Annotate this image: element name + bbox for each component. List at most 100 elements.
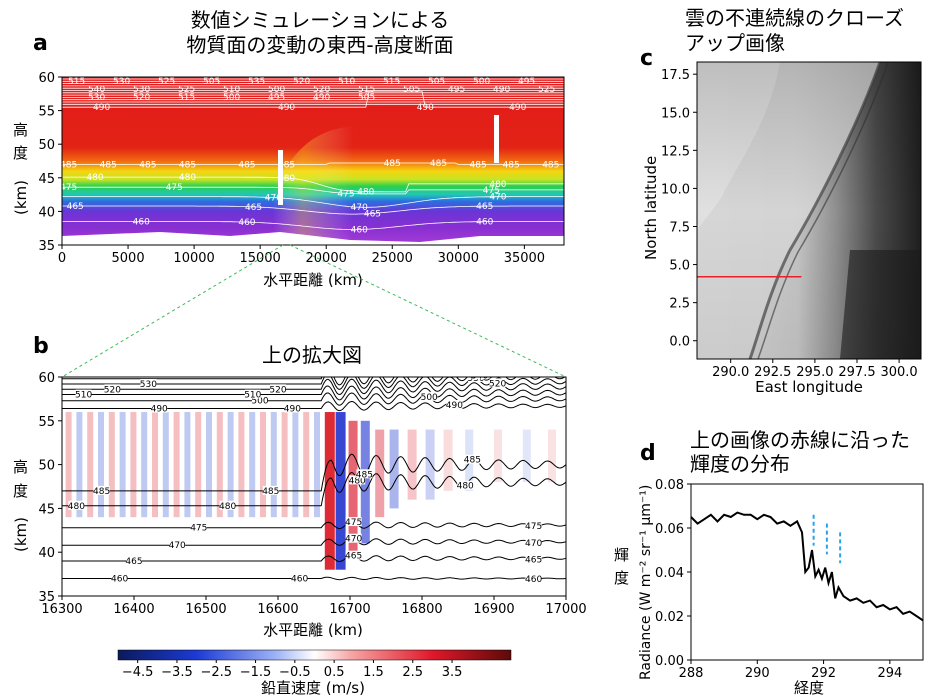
panel-a-contour-label: 485 (384, 159, 401, 169)
panel-b-wave-stripe (98, 412, 104, 518)
panel-a-contour-label: 480 (489, 180, 506, 190)
panel-b-label-bg (270, 384, 286, 394)
panel-a-contour-label: 470 (351, 203, 368, 213)
panel-b-contour-label: 485 (262, 487, 279, 497)
panel-a-top-label: 510 (338, 77, 355, 87)
panel-b-contour-label: 460 (525, 575, 542, 585)
panel-b-contour-500 (62, 392, 566, 406)
panel-a-xtick-label: 10000 (173, 251, 214, 266)
panel-a-top-label: 520 (133, 93, 150, 103)
panel-b-contour-label: 480 (219, 502, 236, 512)
panel-a-contour-label: 460 (238, 218, 255, 228)
panel-b-wave-stripe (238, 412, 245, 518)
panel-a-ytick-label: 50 (38, 138, 55, 153)
panel-b-label-bg (525, 537, 542, 547)
panel-a-contour-label: 490 (417, 103, 434, 113)
panel-c-ylabel: North latitude (642, 156, 660, 260)
panel-b-label-bg (471, 377, 488, 380)
panel-a-contour-470 (62, 196, 564, 208)
panel-d-ylabel: Radiance (W m⁻² sr⁻¹ μm⁻¹) (638, 485, 654, 680)
panel-a-top-label: 525 (158, 77, 175, 87)
panel-b-label-bg (93, 485, 110, 495)
panel-a-top-label: 505 (203, 77, 220, 87)
panel-b-contour-label: 460 (291, 574, 308, 584)
panel-b-disturbance-cell (375, 429, 385, 518)
panel-a-contour-label: 485 (503, 160, 520, 170)
panel-b-label-bg (75, 389, 92, 399)
panel-b-colorbar-tick-label: −0.5 (279, 665, 311, 680)
panel-a-contour-label: 480 (179, 173, 196, 183)
panel-a-contour-label: 465 (245, 203, 262, 213)
panel-b-wave-stripe (152, 412, 158, 518)
panel-a-contour-485 (62, 162, 564, 165)
panel-b-contour-470 (62, 537, 566, 546)
panel-a-contour-label: 465 (364, 209, 381, 219)
panel-b-wave-stripe (119, 412, 126, 518)
panel-b-contour-label: 470 (525, 539, 542, 549)
panel-b-label-bg (111, 573, 128, 583)
panel-a-top-label: 525 (178, 85, 195, 95)
panel-a-axes: 0500010000150002000025000300003500035404… (38, 71, 545, 266)
panel-b-wave-stripe (108, 412, 115, 518)
panel-c-ytick-label: 12.5 (661, 144, 690, 159)
panel-c-xtick-label: 292.5 (754, 365, 791, 380)
panel-d-ylabel-jp-1: 輝 (614, 546, 629, 564)
panel-c-title-line2: アップ画像 (685, 31, 785, 55)
panel-b-contour-465 (62, 554, 566, 563)
panel-b-wave-stripe (227, 412, 234, 518)
panel-b-contour-label: 520 (104, 385, 121, 395)
panel-b-label-bg (345, 517, 362, 527)
panel-b-contour-label: 475 (525, 522, 542, 532)
panel-d-xtick-label: 294 (877, 666, 902, 681)
panel-a-top-label: 510 (223, 85, 240, 95)
panel-a-contour-label: 470 (265, 194, 282, 204)
panel-a-top-label: 500 (223, 93, 240, 103)
panel-b-disturbance-cell (425, 429, 435, 500)
panel-a-top-label: 515 (68, 77, 85, 87)
panel-b-colorbar-tick-label: −2.5 (200, 665, 232, 680)
panel-b-contour-label: 470 (345, 535, 362, 545)
panel-b-xtick-label: 16500 (185, 602, 226, 617)
panel-a-top-label: 520 (313, 85, 330, 95)
panel-a-contour-label: 465 (67, 202, 84, 212)
panel-a-xtick-label: 30000 (438, 251, 479, 266)
panel-b-ytick-label: 45 (38, 502, 55, 517)
panel-b-contour-label: 480 (457, 482, 474, 492)
panel-b-label-bg (126, 555, 142, 565)
panel-a-contour-label: 485 (60, 160, 77, 170)
panel-b-contour-460 (62, 576, 566, 581)
panel-b-colorbar-tick-label: 2.5 (402, 665, 423, 680)
panel-a-top-label: 530 (113, 77, 130, 87)
panel-a-ylabel-1: 高 (13, 121, 28, 139)
panel-b-label-bg (244, 389, 261, 399)
panel-c-vignette (697, 62, 921, 359)
panel-a-xtick-label: 0 (58, 251, 66, 266)
panel-a-top-label: 495 (268, 93, 285, 103)
panel-b-label-bg (104, 384, 121, 394)
panel-a-xtick-label: 5000 (112, 251, 145, 266)
panel-b-label-bg (284, 403, 301, 413)
panel-d-title-line2: 輝度の分布 (690, 452, 790, 476)
panel-a-contour-label: 485 (139, 160, 156, 170)
panel-a-xtick-label: 35000 (504, 251, 545, 266)
panel-b-label-bg (219, 500, 236, 510)
panel-a-contour-label: 475 (337, 189, 354, 199)
panel-a-contour-label: 485 (100, 160, 117, 170)
panel-c-xlabel: East longitude (755, 378, 863, 396)
panel-a-title-line2: 物質面の変動の東西-高度断面 (186, 33, 453, 57)
panel-d-xtick-label: 292 (811, 666, 836, 681)
panel-a-contour-label: 480 (86, 173, 103, 183)
panel-a-top-label: 515 (383, 77, 400, 87)
panel-d-ytick-label: 0.06 (655, 522, 684, 537)
panel-a-contour-label: 485 (470, 160, 487, 170)
panel-a-top-label: 495 (448, 85, 465, 95)
panel-a-contour-label: 485 (238, 160, 255, 170)
panel-a-contour-label: 460 (133, 217, 150, 227)
panel-b-label-bg (457, 480, 474, 490)
panel-b-label-bg (356, 469, 373, 479)
panel-a-contour-490 (62, 90, 564, 108)
panel-b-wave-stripe (162, 412, 169, 518)
